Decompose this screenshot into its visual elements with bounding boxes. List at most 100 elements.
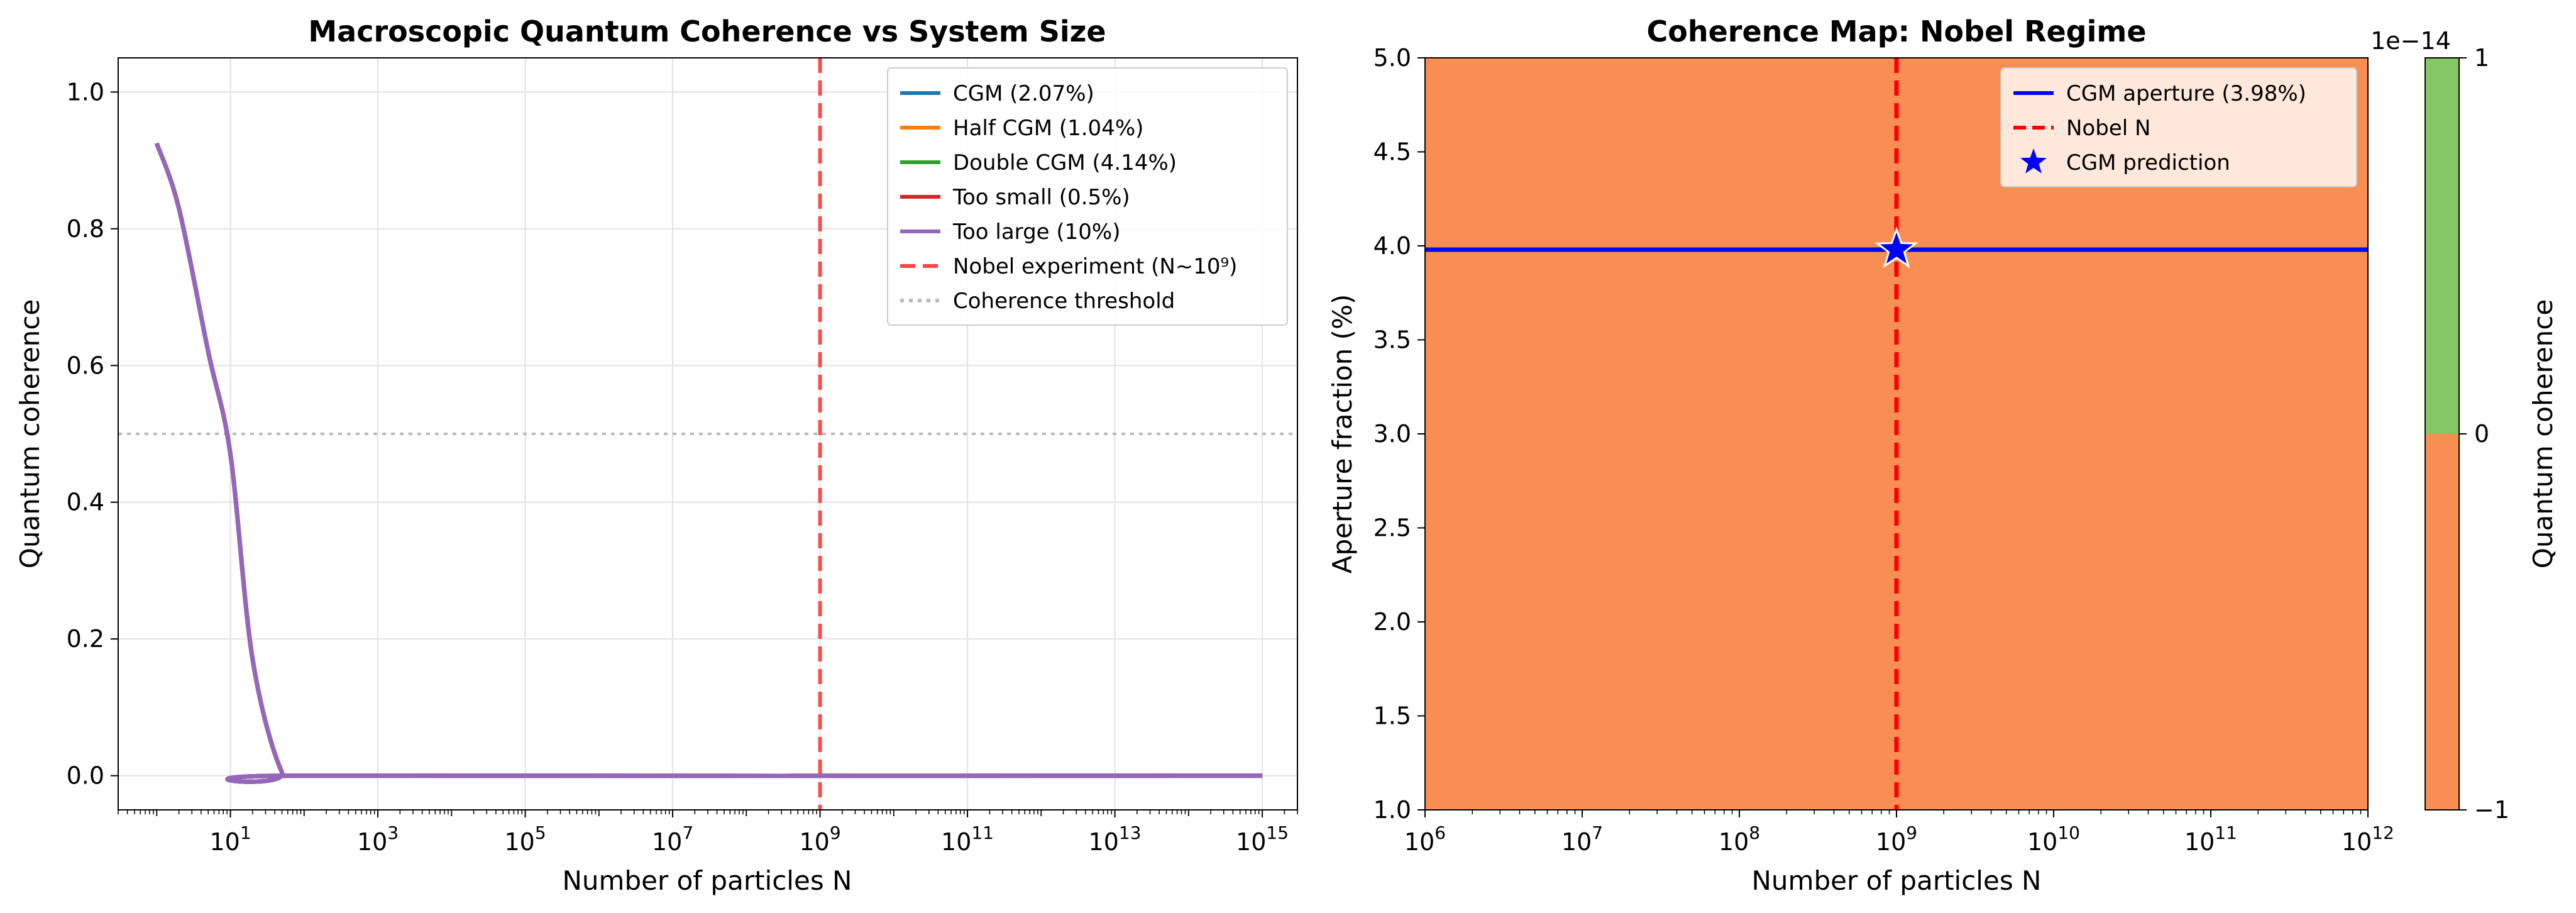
heatmap-x-ticks: 106 107 108 109 1010 1011 1012: [1404, 810, 2394, 856]
x-tick-label: 1011: [941, 822, 994, 856]
legend-box: [887, 67, 1288, 326]
x-tick-label-exponent: 11: [971, 822, 994, 843]
legend-label: Half CGM (1.04%): [953, 116, 1143, 141]
legend-label: Too small (0.5%): [952, 185, 1130, 210]
colorbar-label: Quantum coherence: [2528, 299, 2558, 568]
series-line-4: [154, 142, 1263, 784]
x-tick-label-base: 10: [2184, 828, 2215, 856]
y-tick-label: 0.0: [67, 762, 104, 790]
x-tick-label-base: 10: [652, 828, 682, 856]
x-tick-label-exponent: 11: [2215, 822, 2237, 843]
x-tick-label: 105: [504, 822, 546, 856]
x-tick-label-base: 10: [209, 828, 239, 856]
line-chart-reference-lines: [118, 58, 1297, 810]
y-tick-label: 0.4: [67, 489, 104, 516]
x-tick-label-base: 10: [799, 828, 829, 856]
y-tick-label: 0.8: [67, 215, 104, 243]
heatmap-overlays: [1425, 58, 2368, 810]
y-tick-label: 3.0: [1373, 420, 1411, 448]
heatmap-title: Coherence Map: Nobel Regime: [1646, 14, 2146, 48]
y-tick-label: 0.6: [67, 351, 104, 379]
y-tick-label: 4.0: [1373, 232, 1411, 260]
legend-label: Double CGM (4.14%): [953, 150, 1177, 175]
x-tick-label: 1011: [2184, 822, 2237, 856]
y-tick-label: 1.5: [1373, 702, 1411, 730]
colorbar-scale-text: 1e−14: [2370, 27, 2451, 55]
colorbar-segments: [2425, 58, 2459, 810]
heatmap-y-axis-label: Aperture fraction (%): [1327, 294, 1358, 574]
line-chart-title: Macroscopic Quantum Coherence vs System …: [308, 14, 1106, 48]
x-tick-label: 109: [799, 822, 840, 856]
x-tick-label-exponent: 15: [1266, 822, 1289, 843]
x-tick-label-base: 10: [357, 828, 387, 856]
legend-label: Nobel N: [2066, 116, 2150, 141]
x-tick-label-exponent: 1: [240, 822, 251, 843]
x-tick-label-exponent: 5: [535, 822, 546, 843]
colorbar-tick-label: −1: [2474, 796, 2509, 824]
legend-star-swatch: [2020, 148, 2047, 174]
x-tick-label-exponent: 12: [2372, 822, 2394, 843]
x-tick-label-base: 10: [504, 828, 534, 856]
x-tick-label: 106: [1404, 822, 1446, 856]
x-tick-label: 108: [1719, 822, 1760, 856]
heatmap-x-axis-label: Number of particles N: [1752, 865, 2042, 896]
legend-label: CGM aperture (3.98%): [2066, 81, 2306, 106]
x-tick-label: 1010: [2027, 822, 2080, 856]
line-chart-x-ticks: 101 103 105 107 109 1011 1013 1015: [118, 810, 1298, 856]
x-tick-label-base: 10: [1719, 828, 1749, 856]
y-tick-label: 3.5: [1373, 326, 1411, 354]
legend-label: Coherence threshold: [953, 289, 1175, 314]
heatmap-chart: Coherence Map: Nobel Regime 106 107 108 109…: [1327, 14, 2394, 896]
x-tick-label-base: 10: [941, 828, 971, 856]
x-tick-label: 107: [652, 822, 693, 856]
colorbar-tick-label: 1: [2474, 44, 2489, 72]
legend-box: [2000, 67, 2357, 187]
x-tick-label-exponent: 9: [830, 822, 841, 843]
y-tick-label: 2.5: [1373, 514, 1411, 542]
y-tick-label: 4.5: [1373, 138, 1411, 166]
y-tick-label: 2.0: [1373, 608, 1411, 636]
x-tick-label-base: 10: [2342, 828, 2372, 856]
colorbar-tick-label: 0: [2474, 420, 2489, 448]
x-tick-label-exponent: 6: [1434, 822, 1446, 843]
heatmap-legend: CGM aperture (3.98%) Nobel N CGM predictio…: [2000, 67, 2357, 187]
x-tick-label-base: 10: [2027, 828, 2057, 856]
y-tick-label: 5.0: [1373, 44, 1411, 72]
x-tick-label: 1012: [2342, 822, 2394, 856]
x-tick-label: 1013: [1089, 822, 1142, 856]
x-tick-label: 101: [209, 822, 251, 856]
x-tick-label-exponent: 3: [387, 822, 399, 843]
x-tick-label-base: 10: [1876, 828, 1906, 856]
y-tick-label: 1.0: [67, 78, 104, 106]
x-tick-label: 103: [357, 822, 399, 856]
line-chart-legend: CGM (2.07%) Half CGM (1.04%) Double CGM (4…: [887, 67, 1288, 326]
x-tick-label-base: 10: [1089, 828, 1119, 856]
legend-label: CGM (2.07%): [953, 81, 1094, 106]
y-tick-label: 1.0: [1373, 796, 1411, 824]
x-tick-label-exponent: 7: [682, 822, 693, 843]
line-chart: Macroscopic Quantum Coherence vs System …: [14, 14, 1298, 896]
legend-label: CGM prediction: [2066, 150, 2230, 175]
x-tick-label-base: 10: [1561, 828, 1592, 856]
cgm-prediction-star: [1874, 226, 1918, 268]
line-chart-series: [154, 142, 1263, 784]
x-tick-label-exponent: 7: [1592, 822, 1603, 843]
colorbar-segment-1: [2425, 58, 2459, 434]
legend-label: Nobel experiment (N~10⁹): [953, 254, 1237, 279]
x-tick-label-base: 10: [1404, 828, 1434, 856]
line-chart-y-ticks: 0.0 0.2 0.4 0.6 0.8 1.0: [67, 78, 118, 790]
x-tick-label-exponent: 13: [1119, 822, 1142, 843]
x-tick-label: 107: [1561, 822, 1603, 856]
heatmap-y-ticks: 1.0 1.5 2.0 2.5 3.0 3.5 4.0 4.5 5.0: [1373, 44, 1425, 824]
x-tick-label-exponent: 10: [2057, 822, 2080, 843]
colorbar-ticks: −1 0 1: [2459, 44, 2509, 824]
line-chart-x-axis-label: Number of particles N: [563, 865, 852, 896]
legend-label: Too large (10%): [952, 219, 1120, 245]
x-tick-label-base: 10: [1236, 828, 1266, 856]
colorbar-segment-0: [2425, 434, 2459, 810]
x-tick-label-exponent: 8: [1749, 822, 1760, 843]
line-chart-y-axis-label: Quantum coherence: [14, 299, 45, 568]
x-tick-label: 1015: [1236, 822, 1289, 856]
colorbar: −1 0 1 1e−14 Quantum coherence: [2370, 27, 2558, 824]
